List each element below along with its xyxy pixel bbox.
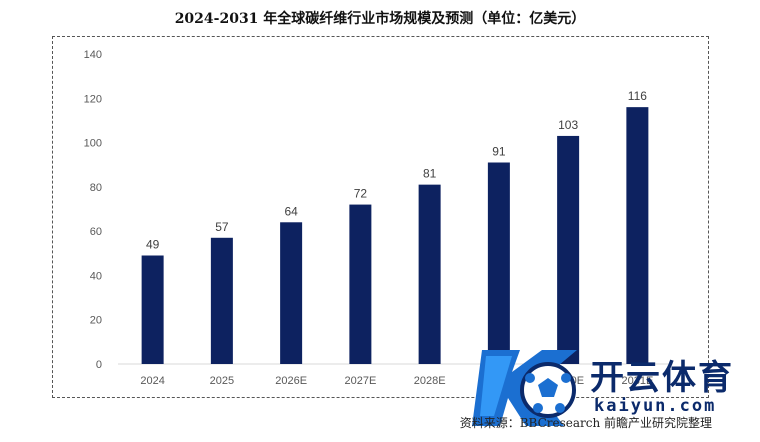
data-label: 116 — [628, 89, 647, 103]
y-tick-label: 40 — [90, 270, 102, 282]
kaiyun-logo — [472, 350, 577, 426]
x-tick-label: 2025 — [210, 375, 234, 387]
y-tick-label: 120 — [84, 93, 102, 105]
bar-2031E — [626, 107, 649, 365]
watermark-brand: 开云体育 — [590, 358, 734, 398]
data-label: 81 — [423, 167, 437, 181]
x-tick-label: 2031E — [621, 375, 653, 387]
bar-2026E — [280, 222, 303, 364]
source-note: 资料来源：BBCresearch 前瞻产业研究院整理 — [459, 416, 712, 430]
bar-2030E — [557, 135, 580, 364]
data-label: 57 — [215, 220, 229, 234]
data-label: 49 — [146, 238, 160, 252]
data-label: 91 — [492, 145, 506, 159]
bar-2025 — [210, 237, 233, 364]
x-tick-label: 2024 — [140, 375, 164, 387]
x-tick-label: 2026E — [275, 375, 307, 387]
data-label: 103 — [558, 118, 578, 132]
y-tick-label: 80 — [90, 182, 102, 194]
bar-2024 — [141, 255, 164, 364]
y-tick-label: 100 — [84, 138, 102, 150]
y-tick-label: 60 — [90, 226, 102, 238]
bar-2027E — [349, 204, 372, 364]
plot-frame — [52, 36, 709, 398]
y-tick-label: 20 — [90, 315, 102, 327]
bar-2029E — [487, 162, 510, 364]
watermark-domain: kaiyun.com — [594, 396, 717, 416]
chart-title: 2024-2031 年全球碳纤维行业市场规模及预测（单位：亿美元） — [174, 11, 586, 27]
x-tick-label: 2028E — [414, 375, 446, 387]
y-tick-label: 140 — [84, 49, 102, 61]
soccer-ball-icon — [520, 362, 576, 418]
y-tick-label: 0 — [96, 359, 102, 371]
x-tick-label: 2027E — [344, 375, 376, 387]
data-label: 64 — [284, 204, 298, 218]
data-label: 72 — [354, 187, 368, 201]
bar-2028E — [418, 184, 441, 364]
